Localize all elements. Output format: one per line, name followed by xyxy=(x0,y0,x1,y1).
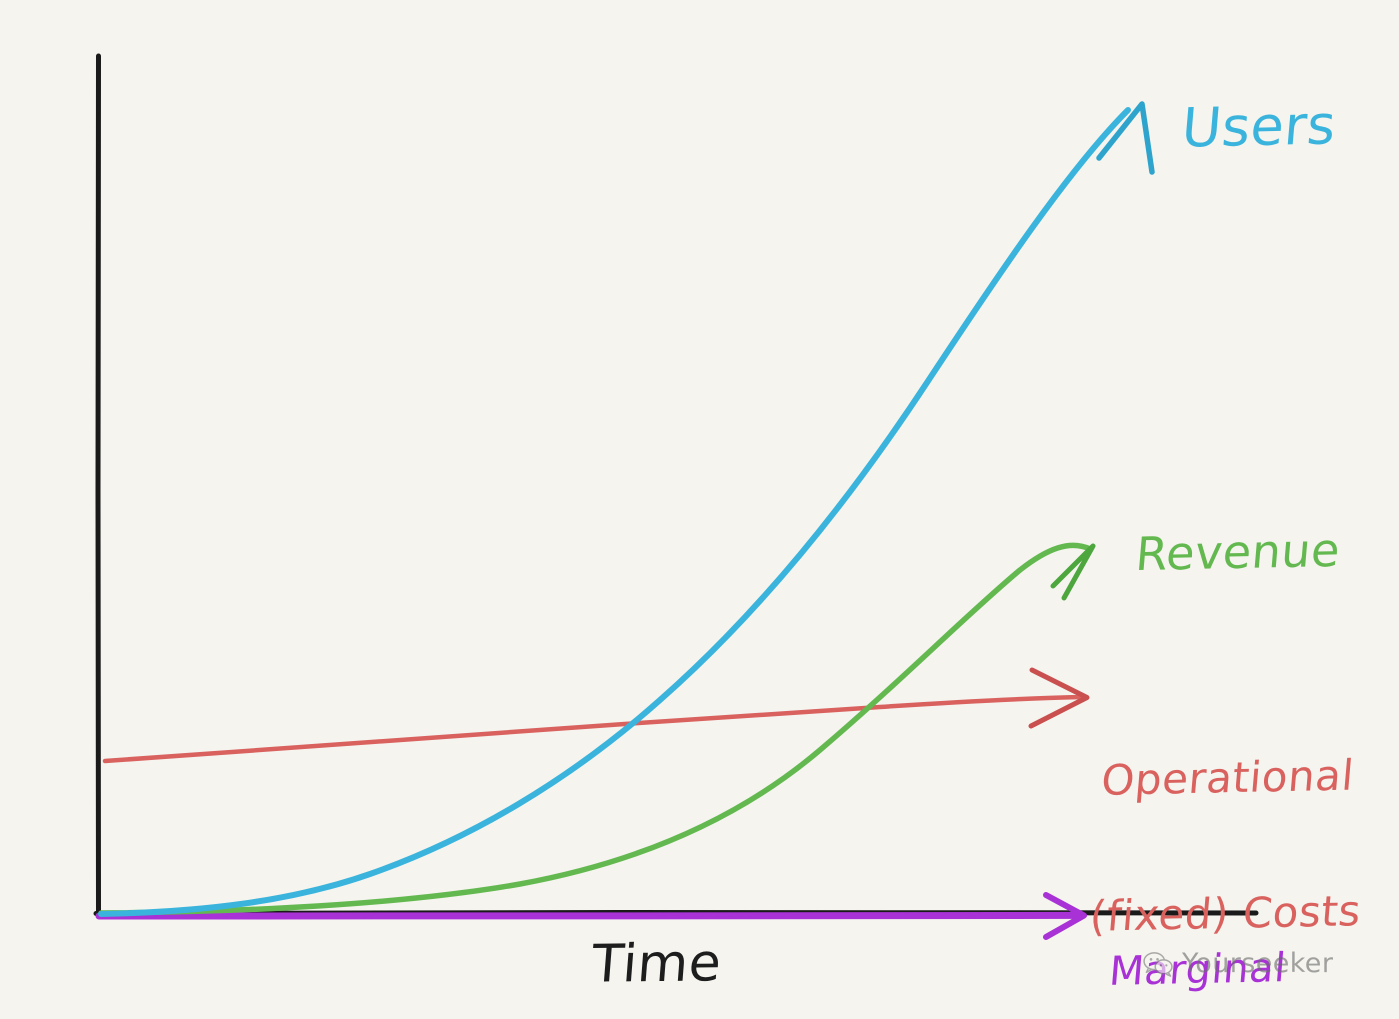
series-operational-costs xyxy=(102,667,1090,764)
watermark: Yourseeker xyxy=(1143,948,1333,979)
operational-costs-arrowhead xyxy=(1028,667,1090,729)
series-marginal-costs xyxy=(95,892,1087,940)
users-curve xyxy=(98,107,1131,917)
operational-costs-line xyxy=(102,694,1085,764)
series-label-users: Users xyxy=(1179,93,1339,160)
marginal-costs-arrowhead xyxy=(1043,892,1087,940)
series-label-revenue: Revenue xyxy=(1133,522,1343,582)
series-revenue xyxy=(98,542,1096,916)
series-users xyxy=(98,101,1155,917)
revenue-curve xyxy=(98,542,1093,916)
users-arrowhead xyxy=(1096,101,1155,175)
y-axis-line xyxy=(95,53,101,916)
x-axis-label: Time xyxy=(589,933,724,995)
operational-costs-label-line1: Operational xyxy=(1099,750,1356,805)
revenue-arrowhead xyxy=(1050,543,1096,601)
watermark-text: Yourseeker xyxy=(1182,948,1334,979)
series-label-marginal-costs: Marginal Costs xyxy=(1089,861,1295,1019)
wechat-icon xyxy=(1143,951,1173,977)
marginal-costs-line xyxy=(95,911,1082,920)
